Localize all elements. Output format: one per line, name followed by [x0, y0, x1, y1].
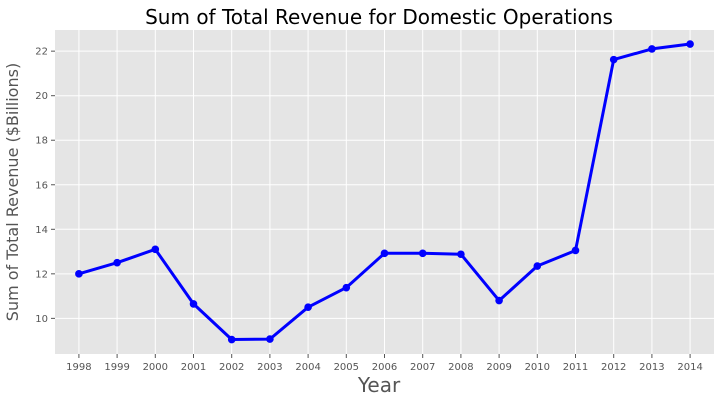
data-point: [457, 250, 465, 259]
x-tick-label: 2013: [639, 362, 664, 373]
x-tick-label: 1998: [66, 362, 91, 373]
y-tick-label: 14: [35, 225, 48, 236]
data-point: [418, 249, 427, 258]
x-tick-label: 1999: [104, 362, 129, 373]
data-point: [266, 335, 274, 343]
data-point: [533, 262, 542, 270]
x-tick-label: 2012: [601, 362, 626, 373]
y-tick-label: 18: [35, 136, 48, 147]
x-axis-ticks: 1998 1999 2000 2001 2002 2003 2004 2005 2006 2007…: [66, 354, 703, 373]
x-tick-label: 2014: [677, 362, 702, 373]
data-point: [113, 258, 121, 267]
data-point: [686, 40, 694, 48]
chart-title: Sum of Total Revenue for Domestic Operat…: [145, 5, 613, 29]
x-tick-label: 2011: [563, 362, 588, 373]
x-tick-label: 2007: [410, 362, 435, 373]
data-point: [571, 246, 580, 255]
x-tick-label: 2005: [334, 362, 359, 373]
y-tick-label: 22: [35, 47, 48, 58]
data-point: [151, 245, 160, 254]
x-tick-label: 2001: [181, 362, 206, 373]
data-point: [380, 249, 389, 258]
y-tick-label: 10: [35, 314, 48, 325]
x-tick-label: 2003: [257, 362, 282, 373]
x-axis-title: Year: [357, 373, 401, 397]
x-tick-label: 2000: [143, 362, 168, 373]
series-group: [75, 40, 694, 344]
x-tick-label: 2006: [372, 362, 397, 373]
data-point: [227, 335, 236, 344]
x-tick-label: 2008: [448, 362, 473, 373]
y-axis-title: Sum of Total Revenue ($Billions): [3, 63, 22, 321]
y-tick-label: 20: [35, 91, 48, 102]
data-point: [609, 55, 618, 64]
data-point: [648, 45, 656, 53]
x-tick-label: 2002: [219, 362, 244, 373]
x-tick-label: 2010: [525, 362, 550, 373]
data-point: [304, 303, 312, 312]
x-tick-label: 2009: [486, 362, 511, 373]
y-tick-label: 12: [35, 269, 48, 280]
data-point: [495, 296, 503, 305]
data-point: [75, 270, 83, 278]
y-axis-ticks: 10 12 14 16 18 20 22: [35, 47, 55, 325]
x-tick-label: 2004: [295, 362, 320, 373]
data-point: [189, 300, 198, 308]
data-point: [342, 283, 351, 292]
y-tick-label: 16: [35, 180, 48, 191]
